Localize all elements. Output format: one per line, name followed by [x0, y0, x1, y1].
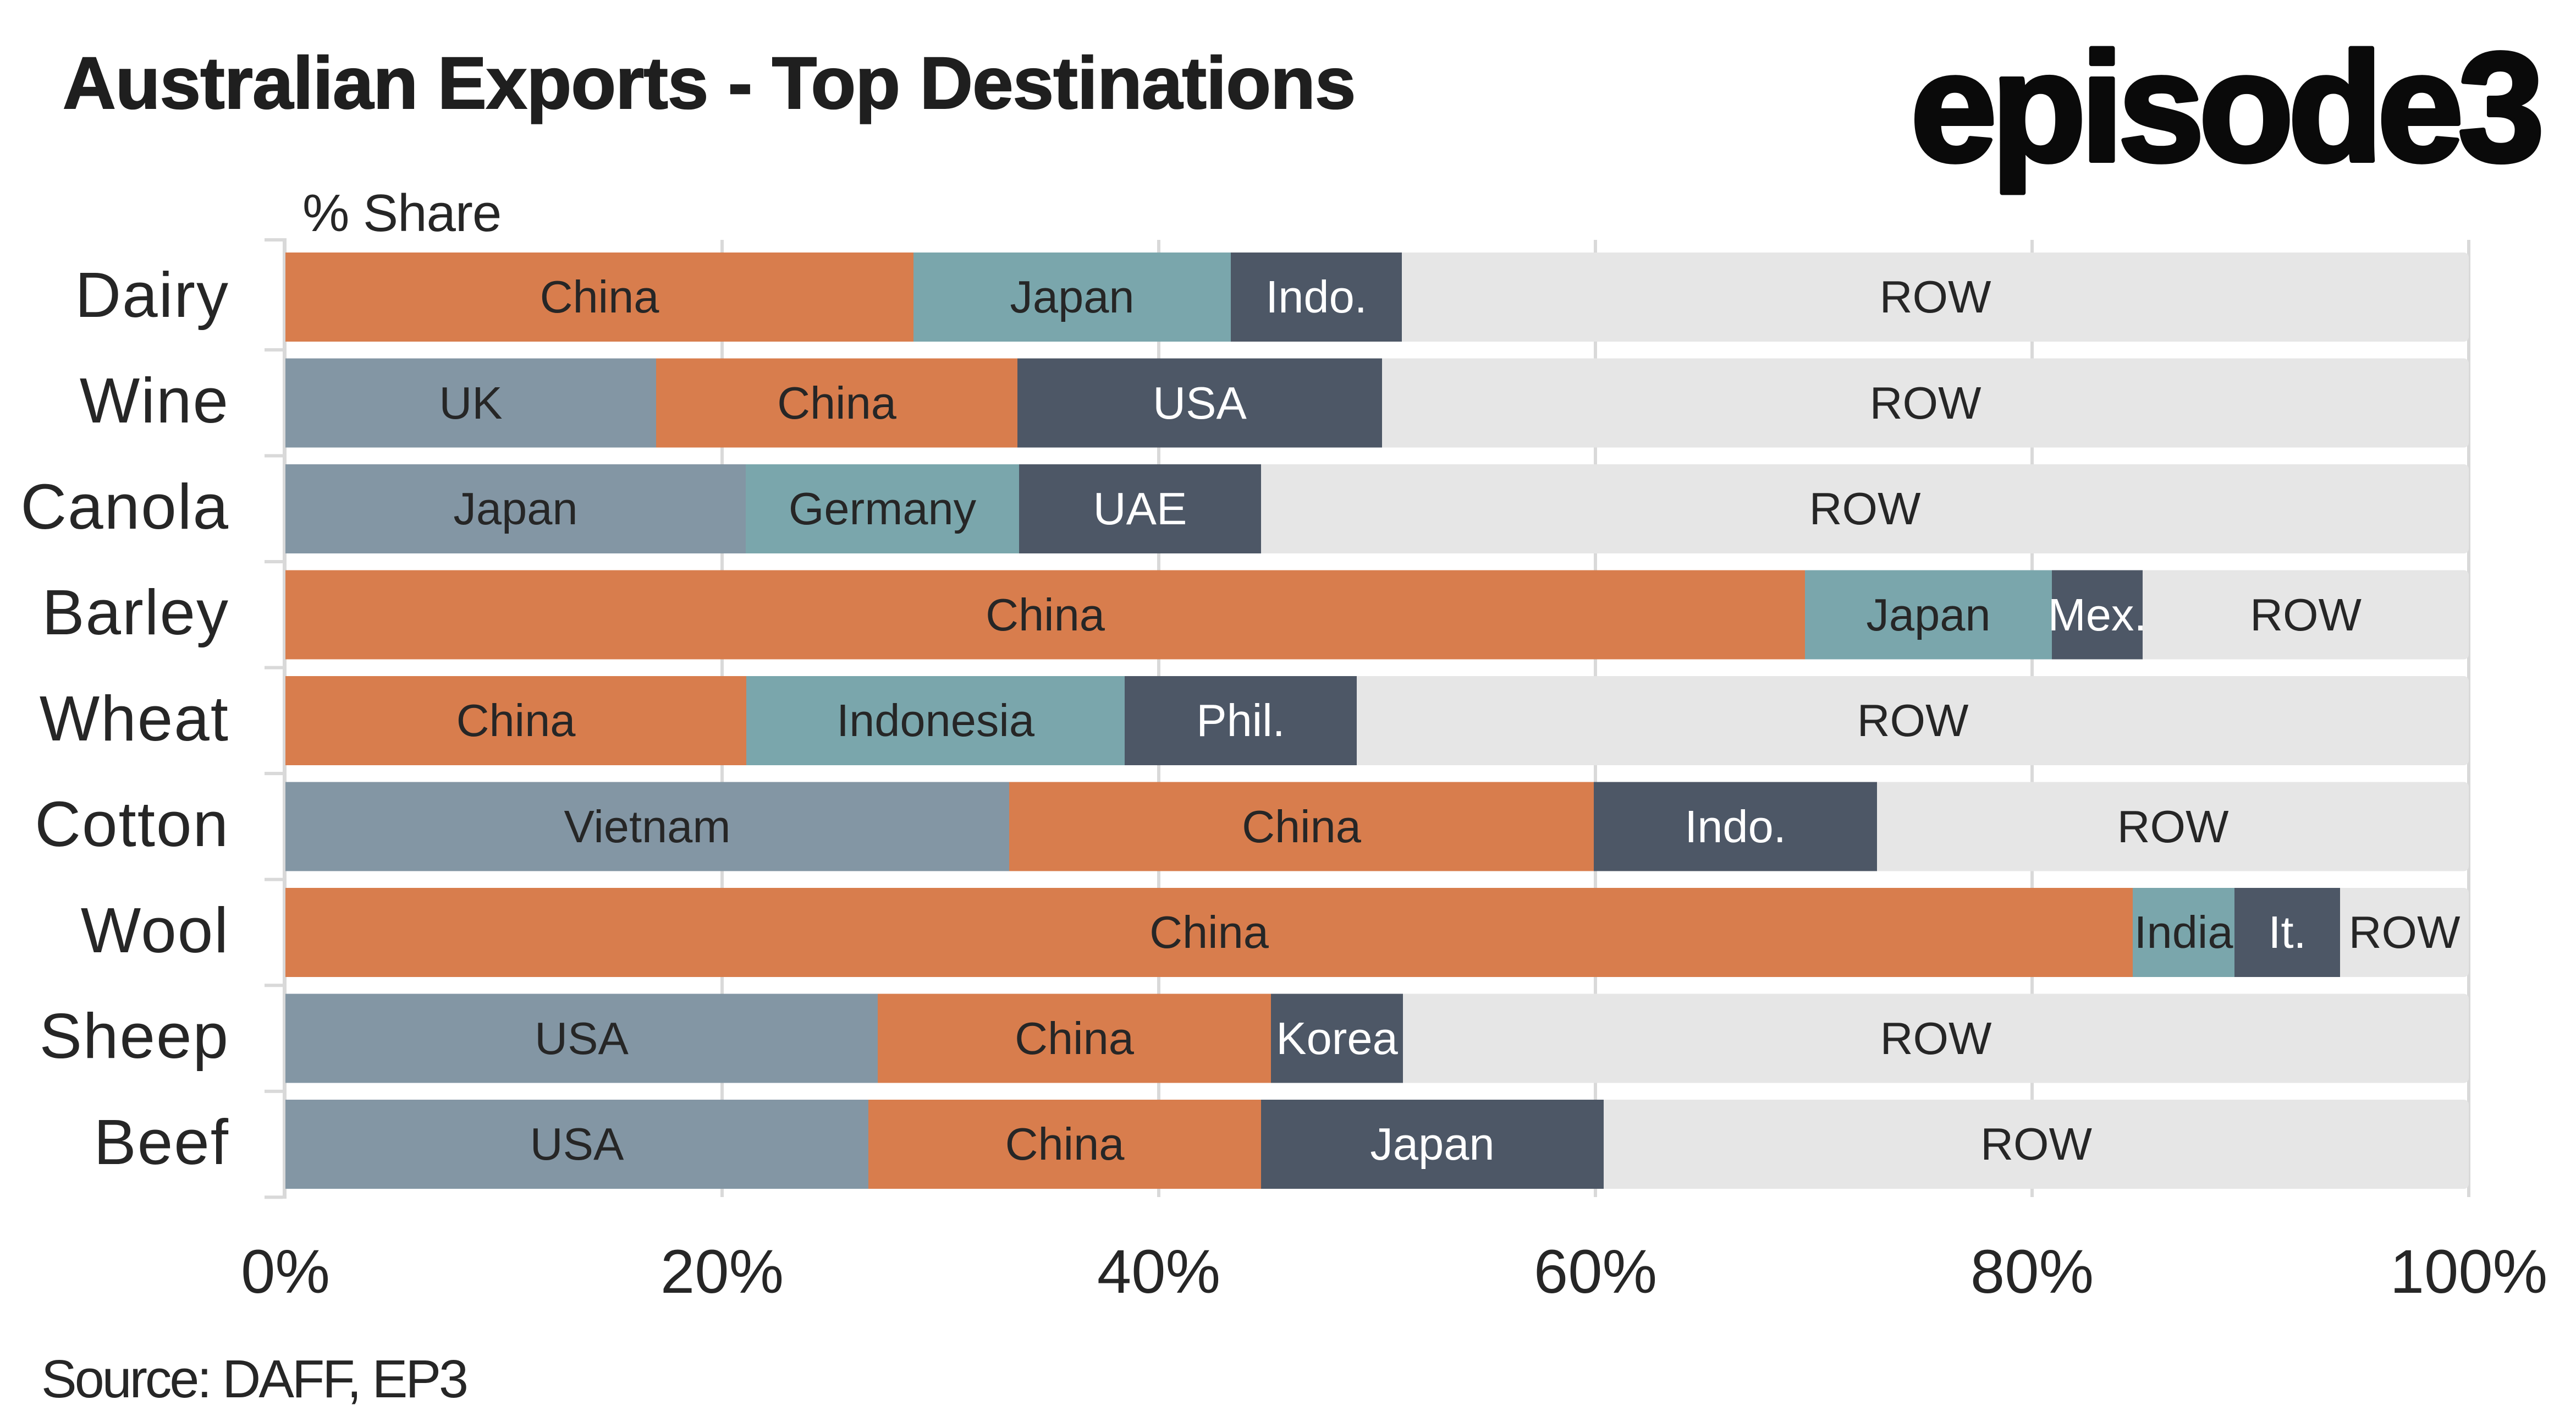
svg-text:China: China: [456, 695, 576, 746]
svg-text:Source: DAFF, EP3: Source: DAFF, EP3: [41, 1349, 466, 1409]
svg-text:Germany: Germany: [789, 483, 977, 534]
svg-text:Wine: Wine: [80, 365, 229, 436]
svg-text:Wheat: Wheat: [40, 683, 229, 754]
svg-text:China: China: [1242, 801, 1362, 852]
svg-text:China: China: [777, 377, 897, 429]
svg-text:Phil.: Phil.: [1196, 695, 1285, 746]
svg-text:Cotton: Cotton: [35, 788, 229, 860]
svg-text:Canola: Canola: [20, 471, 229, 542]
svg-text:USA: USA: [530, 1118, 624, 1170]
svg-text:Sheep: Sheep: [40, 1000, 229, 1072]
svg-text:Indo.: Indo.: [1265, 271, 1367, 322]
svg-text:UAE: UAE: [1093, 483, 1187, 534]
svg-text:Japan: Japan: [1370, 1118, 1494, 1170]
svg-text:China: China: [1015, 1013, 1135, 1064]
svg-text:China: China: [1149, 907, 1269, 958]
svg-text:ROW: ROW: [1870, 377, 1982, 429]
svg-text:China: China: [986, 589, 1105, 640]
svg-text:episode3: episode3: [1911, 20, 2540, 195]
svg-text:ROW: ROW: [2349, 907, 2461, 958]
svg-text:ROW: ROW: [1880, 271, 1992, 322]
svg-text:40%: 40%: [1097, 1237, 1220, 1306]
svg-text:It.: It.: [2268, 907, 2306, 958]
svg-text:ROW: ROW: [2250, 589, 2362, 640]
svg-text:Wool: Wool: [81, 894, 229, 966]
svg-text:ROW: ROW: [2117, 801, 2230, 852]
svg-text:Vietnam: Vietnam: [564, 801, 731, 852]
svg-text:Indo.: Indo.: [1685, 801, 1786, 852]
svg-text:20%: 20%: [660, 1237, 784, 1306]
svg-text:Korea: Korea: [1276, 1013, 1398, 1064]
svg-text:0%: 0%: [241, 1237, 330, 1306]
svg-text:ROW: ROW: [1980, 1118, 2093, 1170]
svg-text:USA: USA: [535, 1013, 629, 1064]
svg-text:100%: 100%: [2390, 1237, 2547, 1306]
svg-text:China: China: [1005, 1118, 1125, 1170]
svg-text:ROW: ROW: [1857, 695, 1969, 746]
svg-text:China: China: [540, 271, 660, 322]
svg-text:Japan: Japan: [1010, 271, 1134, 322]
svg-text:Japan: Japan: [1866, 589, 1990, 640]
svg-text:60%: 60%: [1534, 1237, 1657, 1306]
svg-text:80%: 80%: [1970, 1237, 2094, 1306]
svg-text:% Share: % Share: [302, 184, 501, 243]
svg-text:ROW: ROW: [1880, 1013, 1992, 1064]
svg-text:Barley: Barley: [42, 577, 229, 648]
svg-text:Australian Exports - Top Desti: Australian Exports - Top Destinations: [63, 42, 1355, 124]
svg-text:Japan: Japan: [453, 483, 577, 534]
svg-text:USA: USA: [1153, 377, 1247, 429]
svg-text:Mex.: Mex.: [2048, 589, 2147, 640]
svg-text:UK: UK: [439, 377, 502, 429]
svg-text:Indonesia: Indonesia: [836, 695, 1035, 746]
svg-text:India: India: [2134, 907, 2234, 958]
svg-text:ROW: ROW: [1809, 483, 1922, 534]
svg-text:Dairy: Dairy: [75, 259, 229, 331]
svg-text:Beef: Beef: [93, 1106, 229, 1178]
